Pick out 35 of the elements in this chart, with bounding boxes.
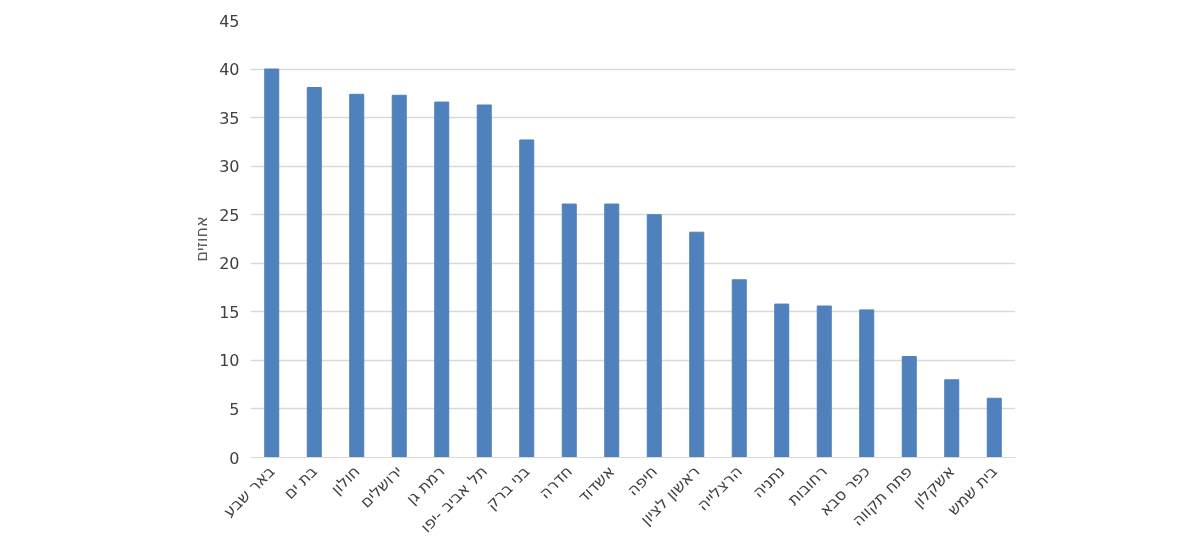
bar [306, 87, 322, 458]
y-tick-label: 30 [219, 157, 240, 177]
bar [349, 93, 365, 458]
y-tick-label: 20 [219, 254, 240, 274]
y-tick-label: 35 [219, 108, 240, 128]
bar [604, 203, 620, 458]
bar [476, 104, 492, 458]
y-tick-label: 10 [219, 351, 240, 371]
bar [901, 356, 917, 458]
y-tick-label: 0 [229, 448, 240, 468]
bar [689, 231, 705, 458]
y-tick-label: 40 [219, 60, 240, 80]
bar [434, 101, 450, 458]
y-tick-label: 25 [219, 205, 240, 225]
x-tick-label: נתניה [748, 461, 789, 502]
y-tick-label: 15 [219, 302, 240, 322]
bar [561, 203, 577, 458]
x-tick-label: חדרה [535, 461, 576, 503]
bar [986, 397, 1002, 458]
bar [391, 94, 407, 458]
bar [264, 68, 280, 458]
bar [774, 303, 790, 458]
x-tick-label: בת ים [279, 461, 321, 503]
bar [944, 379, 960, 458]
x-tick-label: אשדוד [574, 461, 619, 507]
bar [519, 139, 535, 458]
y-tick-label: 45 [219, 11, 240, 31]
x-tick-label: חיפה [623, 461, 661, 500]
bar [816, 305, 832, 458]
x-tick-label: חולון [326, 461, 364, 499]
bar [731, 279, 747, 458]
y-tick-label: 5 [229, 399, 240, 419]
bar [859, 309, 875, 458]
bar [646, 214, 662, 458]
y-axis-title: אחוזים [192, 216, 212, 262]
